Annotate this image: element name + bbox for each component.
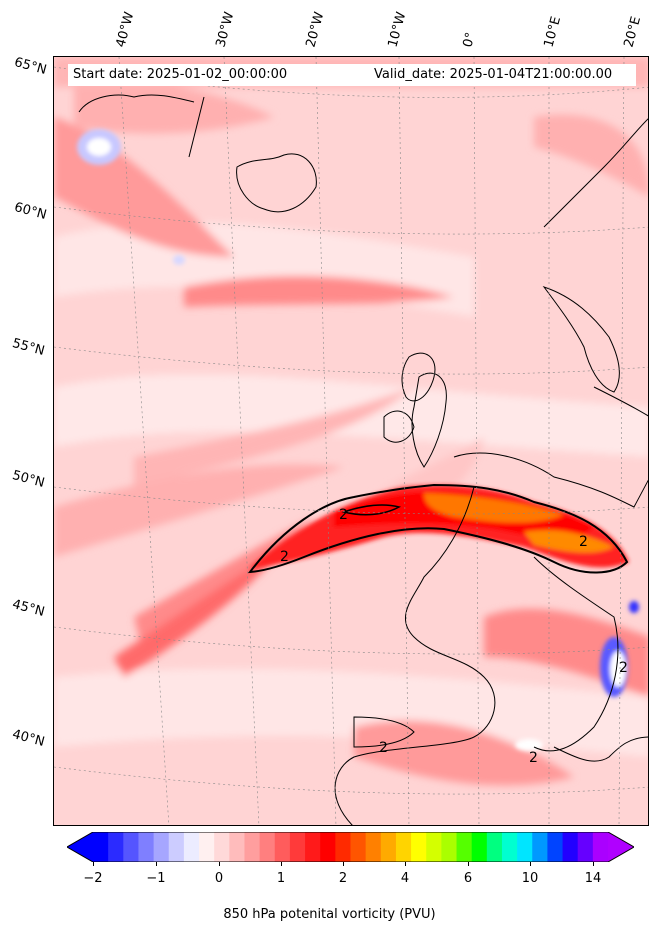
- colorbar-cell: [259, 832, 276, 862]
- colorbar-tick-label: 1: [276, 871, 286, 886]
- contour-label: 2: [280, 549, 289, 565]
- colorbar-cell: [153, 832, 170, 862]
- colorbar-tick-mark: [530, 862, 531, 866]
- colorbar-tick-mark: [468, 862, 469, 866]
- lon-label: 0°: [460, 30, 479, 49]
- coastlines: [78, 94, 648, 825]
- colorbar-cell: [123, 832, 139, 862]
- pv-strong-band: [249, 485, 629, 569]
- colorbar-label: 850 hPa potenital vorticity (PVU): [223, 907, 436, 922]
- lon-label: 20°E: [621, 14, 645, 50]
- contour-label: 2: [579, 534, 588, 550]
- colorbar-cell: [214, 832, 230, 862]
- colorbar-max-extension: [608, 832, 634, 862]
- colorbar-cell: [199, 832, 215, 862]
- valid-date-label: Valid_date: 2025-01-04T21:00:00.00: [374, 67, 613, 82]
- colorbar-tick-label: 4: [400, 871, 410, 886]
- colorbar-cell: [456, 832, 473, 862]
- colorbar-cell: [305, 832, 321, 862]
- lon-label: 30°W: [213, 10, 238, 49]
- colorbar-cell: [441, 832, 458, 862]
- contour-label: 2: [379, 740, 388, 756]
- colorbar-cell: [183, 832, 200, 862]
- colorbar-cell: [562, 832, 579, 862]
- lat-label: 65°N: [12, 55, 49, 78]
- colorbar-cell: [108, 832, 124, 862]
- colorbar-cell: [577, 832, 594, 862]
- lon-label: 20°W: [303, 10, 328, 49]
- colorbar-tick-mark: [93, 862, 94, 866]
- contour-label: 2: [529, 750, 538, 766]
- lon-label: 10°E: [541, 14, 565, 50]
- contour-label: 2: [619, 660, 628, 676]
- graticule: [54, 57, 648, 825]
- colorbar-cell: [471, 832, 488, 862]
- colorbar-cell: [244, 832, 261, 862]
- colorbar-cell: [517, 832, 533, 862]
- colorbar-cell: [229, 832, 245, 862]
- colorbar-cell: [426, 832, 442, 862]
- pv-field-map: 2 2 2 2 2 2: [54, 57, 648, 825]
- colorbar-tick-label: 10: [521, 871, 539, 886]
- colorbar-min-extension: [67, 832, 93, 862]
- colorbar-tick-mark: [405, 862, 406, 866]
- colorbar-tick-label: 6: [463, 871, 473, 886]
- lon-label: 10°W: [385, 10, 410, 49]
- colorbar-cell: [547, 832, 564, 862]
- colorbar-cell: [532, 832, 548, 862]
- colorbar-cell: [395, 832, 412, 862]
- lon-label: 40°W: [113, 10, 138, 49]
- colorbar-cell: [320, 832, 336, 862]
- pv-contour-2: [247, 483, 629, 574]
- colorbar: [67, 832, 634, 862]
- start-date-label: Start date: 2025-01-02_00:00:00: [73, 67, 288, 82]
- colorbar-tick-mark: [593, 862, 594, 866]
- colorbar-cell: [365, 832, 382, 862]
- colorbar-tick-label: 14: [584, 871, 602, 886]
- colorbar-tick-label: −1: [146, 871, 166, 886]
- header-background: [68, 64, 636, 86]
- colorbar-cell: [380, 832, 397, 862]
- map-panel: 2 2 2 2 2 2: [53, 56, 649, 826]
- contour-labels: 2 2 2 2 2 2: [280, 507, 628, 766]
- pv-negative-patches: [77, 129, 639, 751]
- lat-label: 45°N: [10, 597, 47, 620]
- colorbar-tick-label: −2: [83, 871, 103, 886]
- colorbar-cell: [592, 832, 609, 862]
- colorbar-cell: [411, 832, 427, 862]
- colorbar-cell: [289, 832, 306, 862]
- colorbar-cell: [274, 832, 291, 862]
- colorbar-cell: [168, 832, 185, 862]
- colorbar-tick-mark: [343, 862, 344, 866]
- colorbar-tick-label: 0: [214, 871, 224, 886]
- lat-label: 40°N: [10, 727, 47, 750]
- colorbar-tick-mark: [156, 862, 157, 866]
- lat-label: 50°N: [10, 468, 47, 491]
- colorbar-cell: [350, 832, 367, 862]
- colorbar-tick-mark: [219, 862, 220, 866]
- colorbar-cell: [335, 832, 351, 862]
- colorbar-tick-mark: [281, 862, 282, 866]
- lat-label: 55°N: [10, 336, 47, 359]
- colorbar-cell: [501, 832, 518, 862]
- colorbar-cell: [93, 832, 109, 862]
- contour-label: 2: [339, 507, 348, 523]
- colorbar-cell: [138, 832, 155, 862]
- colorbar-tick-label: 2: [338, 871, 348, 886]
- colorbar-cell: [486, 832, 503, 862]
- lat-label: 60°N: [12, 200, 49, 223]
